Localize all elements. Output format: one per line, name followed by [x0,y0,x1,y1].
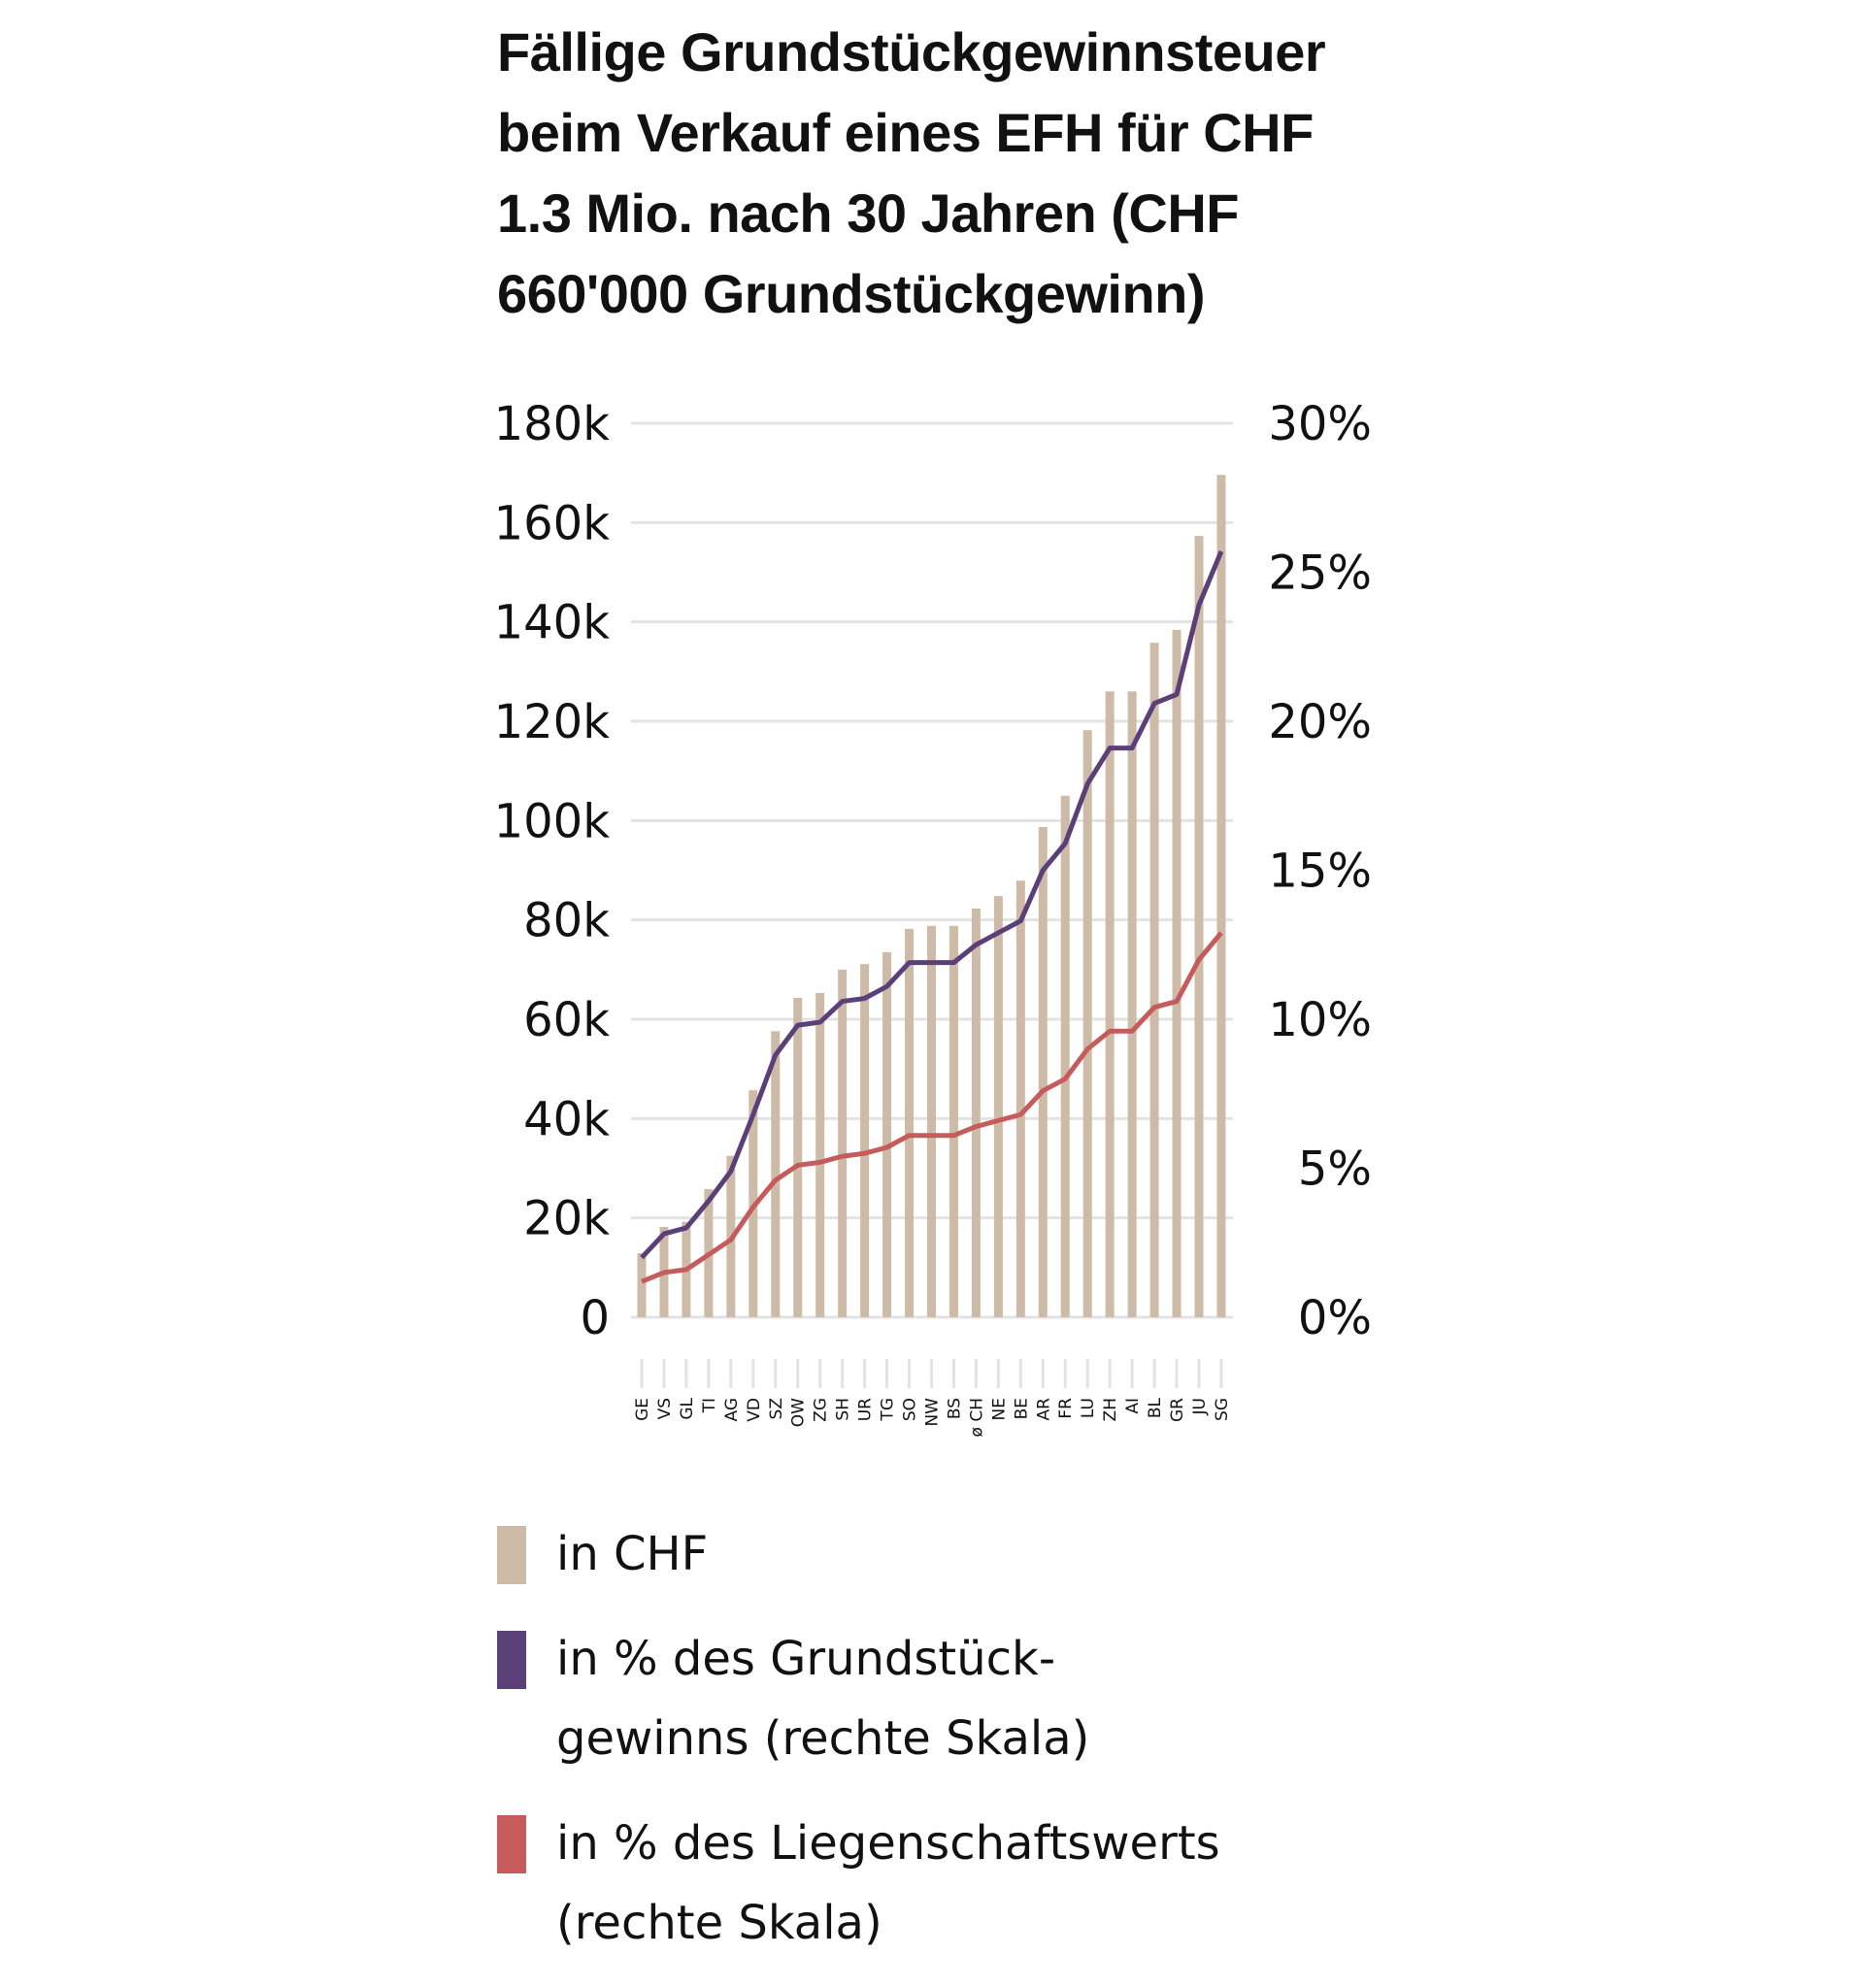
bar-so [905,928,915,1317]
bar-ai [1127,691,1137,1317]
legend-swatch-grundstueckgewinn [497,1631,526,1689]
legend-label: in % des Grundstück- [556,1632,1056,1686]
bar-ch [971,908,981,1317]
bar-ar [1038,826,1048,1317]
line-grundstueckgewinn-percent [640,550,1224,1260]
x-tick-label: VS [655,1398,675,1419]
x-tick-label: ZG [812,1398,831,1422]
bar-tg [882,951,892,1317]
legend-label: in CHF [556,1527,709,1581]
y-tick-label: 0 [580,1291,610,1345]
y2-tick-label: 30% [1268,397,1372,451]
y2-tick-label: 5% [1298,1143,1372,1197]
legend-item: in CHF [495,1514,1369,1594]
x-tick-label: SG [1213,1398,1232,1421]
bar-ur [860,964,870,1317]
chart-title: Fällige Grundstückgewinnsteuer beim Verk… [497,21,1326,324]
x-tick-label: SO [901,1398,920,1421]
x-tick-label: ZH [1101,1398,1120,1421]
bar-nw [926,925,936,1317]
bar-ow [793,997,803,1317]
bar-ge [637,1252,647,1317]
x-tick-label: JU [1190,1398,1210,1415]
x-tick-label: TI [700,1398,719,1413]
x-tick-label: ø CH [967,1398,986,1437]
bar-sg [1216,475,1226,1317]
x-tick-label: GL [678,1397,697,1419]
y2-tick-label: 0% [1298,1291,1372,1345]
bar-fr [1060,795,1070,1317]
x-tick-label: SZ [767,1398,786,1419]
bar-be [1015,880,1025,1317]
y-tick-label: 20k [523,1192,610,1246]
y-tick-label: 100k [494,794,611,848]
bar-zh [1105,691,1115,1317]
legend-item: in % des Liegenschaftswerts (rechte Skala… [495,1804,1369,1963]
legend-label: in % des Liegenschaftswerts [556,1816,1220,1871]
bar-sz [771,1031,781,1317]
y-tick-label: 160k [494,496,611,550]
x-tick-label: FR [1056,1398,1076,1419]
y2-tick-label: 25% [1268,547,1372,601]
legend-label: (rechte Skala) [556,1896,882,1950]
x-tick-label: BL [1146,1397,1165,1418]
bar-bs [949,925,958,1317]
y-tick-label: 60k [523,993,610,1047]
y2-tick-label: 10% [1268,993,1372,1047]
x-tick-label: SH [834,1398,853,1421]
line-liegenschaftswert-percent [641,931,1223,1284]
y2-tick-label: 20% [1268,695,1372,749]
bar-zg [816,992,825,1317]
x-tick-label: AR [1034,1398,1053,1421]
y2-tick-label: 15% [1268,845,1372,899]
y-tick-label: 120k [494,695,611,749]
legend-swatch-liegenschaftswert [497,1815,526,1873]
legend: in CHF in % des Grundstück-gewinns (recht… [495,1514,1369,1988]
x-axis: GE VS GL TI AG VD SZ OW ZG SH UR TG SO NW BS ø CH NE BE AR… [633,1359,1232,1437]
y-tick-label: 140k [494,596,611,650]
line-series [640,550,1224,1284]
legend-item: in % des Grundstück-gewinns (rechte Skal… [495,1619,1369,1778]
x-tick-label: BE [1012,1398,1031,1419]
legend-swatch-chf [497,1526,526,1584]
bar-sh [838,969,848,1317]
x-tick-label: AG [722,1398,742,1422]
bar-bl [1149,643,1159,1317]
chart-plot-area: 0 20k 40k 60k 80k 100k 120k 140k 160k 180k 0% 5% 10… [494,397,1372,1437]
bar-ju [1194,536,1204,1317]
x-tick-label: TG [879,1398,898,1422]
bar-ne [993,896,1003,1317]
x-tick-label: LU [1079,1398,1098,1418]
y-tick-label: 80k [523,894,610,948]
x-tick-label: AI [1123,1398,1143,1414]
left-y-axis: 0 20k 40k 60k 80k 100k 120k 140k 160k 180k [494,397,611,1345]
bar-gr [1172,629,1182,1317]
x-tick-label: OW [789,1398,809,1427]
x-tick-label: NW [922,1398,942,1427]
x-tick-label: GR [1168,1398,1187,1422]
legend-label: gewinns (rechte Skala) [556,1711,1090,1766]
bar-series-chf [637,475,1226,1317]
x-tick-label: BS [945,1398,964,1419]
bar-lu [1082,730,1092,1317]
x-tick-label: VD [745,1398,764,1422]
x-tick-label: NE [989,1398,1009,1420]
y-tick-label: 180k [494,397,611,451]
x-tick-label: UR [856,1398,876,1421]
y-tick-label: 40k [523,1092,610,1146]
right-y-axis: 0% 5% 10% 15% 20% 25% 30% [1268,397,1372,1345]
x-tick-label: GE [633,1398,652,1421]
